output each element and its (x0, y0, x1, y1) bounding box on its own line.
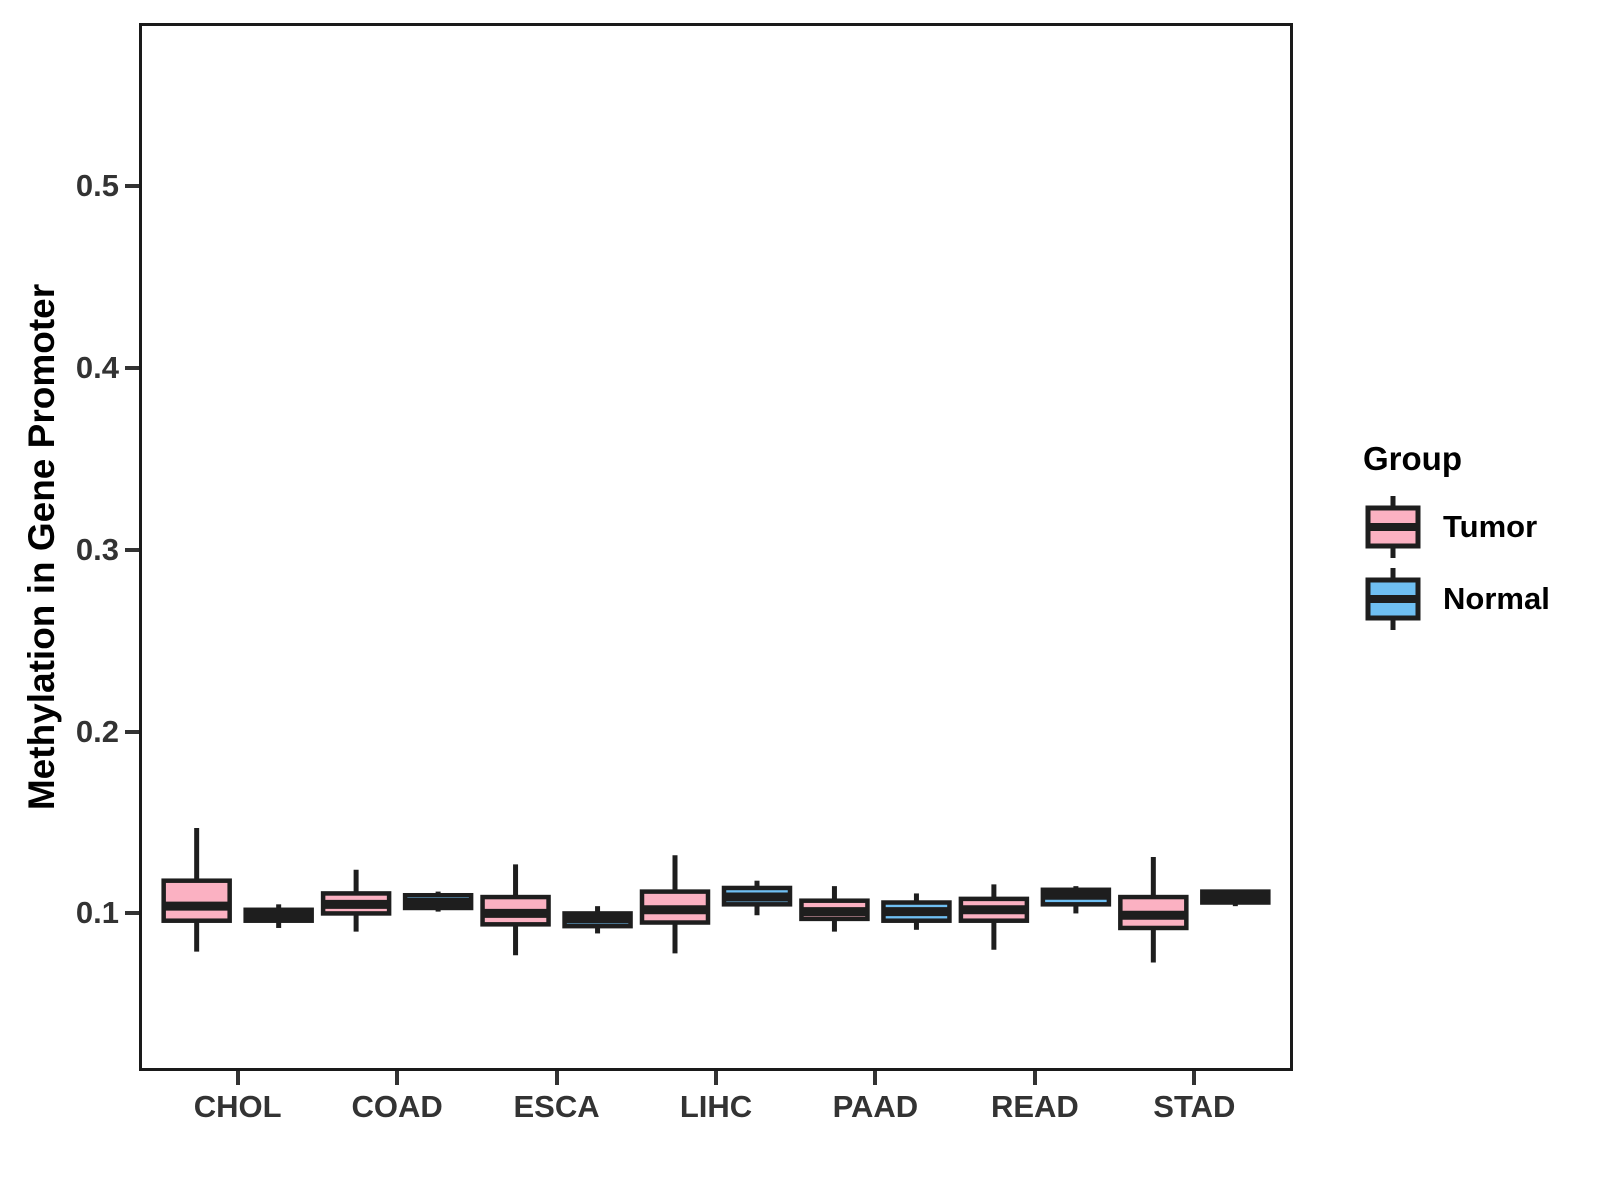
y-tick-label: 0.1 (75, 895, 119, 931)
y-tick-mark (125, 911, 139, 916)
legend-label-tumor: Tumor (1443, 509, 1538, 544)
x-tick-label: ESCA (513, 1089, 600, 1124)
x-tick-mark (873, 1071, 878, 1085)
box-tumor-CHOL (161, 878, 232, 923)
legend-item-normal: Normal (1365, 568, 1595, 630)
y-tick-label: 0.5 (75, 168, 119, 204)
legend: Group Tumor Normal (1345, 440, 1595, 640)
y-tick-mark (125, 184, 139, 189)
x-tick-mark (1032, 1071, 1037, 1085)
x-tick-mark (554, 1071, 559, 1085)
x-tick-label: PAAD (832, 1089, 919, 1124)
x-tick-mark (1192, 1071, 1197, 1085)
x-tick-mark (714, 1071, 718, 1085)
y-tick-mark (125, 365, 139, 370)
plot-panel (139, 23, 1293, 1071)
legend-item-tumor: Tumor (1365, 496, 1595, 558)
x-tick-mark (235, 1071, 240, 1085)
x-tick-mark (395, 1071, 400, 1085)
x-tick-label: COAD (351, 1089, 443, 1124)
x-tick-label: READ (990, 1089, 1079, 1124)
x-tick-label: CHOL (193, 1089, 282, 1124)
y-tick-mark (125, 729, 139, 734)
y-tick-label: 0.4 (75, 349, 119, 385)
x-tick-label: LIHC (679, 1089, 753, 1124)
x-tick-label: STAD (1153, 1089, 1236, 1124)
y-tick-mark (125, 547, 139, 552)
boxplot-canvas (161, 827, 1271, 963)
y-tick-label: 0.2 (75, 713, 119, 749)
y-tick-label: 0.3 (75, 531, 119, 567)
legend-title: Group (1363, 440, 1462, 477)
normal-boxplot-icon (1365, 568, 1421, 630)
legend-label-normal: Normal (1443, 581, 1550, 616)
tumor-boxplot-icon (1365, 496, 1421, 558)
